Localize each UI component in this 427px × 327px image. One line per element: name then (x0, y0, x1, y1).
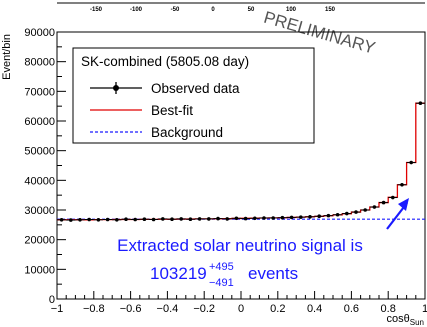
observed-point (296, 215, 306, 219)
top-tick-label: 150 (325, 7, 336, 13)
y-axis-ticks: 0 10000 20000 30000 40000 50000 60000 70000 8000… (24, 27, 66, 306)
observed-point (176, 217, 186, 221)
observed-point (406, 160, 416, 165)
observed-point (158, 217, 168, 221)
observed-point (204, 217, 214, 221)
y-tick-label: 60000 (24, 116, 55, 128)
y-tick-label: 10000 (24, 264, 55, 276)
y-tick-label: 50000 (24, 146, 55, 158)
observed-point (323, 213, 333, 218)
x-tick-label: −0.4 (157, 303, 179, 315)
observed-point (314, 214, 324, 219)
y-tick-label: 30000 (24, 205, 55, 217)
observed-point (139, 217, 149, 221)
top-tick-label: 100 (286, 7, 297, 13)
legend-best-fit-label: Best-fit (151, 103, 193, 118)
observed-point (84, 217, 94, 222)
observed-point (66, 218, 76, 222)
legend-background-label: Background (151, 125, 223, 140)
observed-point (277, 215, 287, 220)
observed-point (342, 211, 352, 216)
x-tick-label: −1 (51, 303, 64, 315)
observed-point (121, 217, 131, 221)
x-tick-label: −0.8 (83, 303, 105, 315)
x-tick-label: −0.2 (193, 303, 215, 315)
observed-point (112, 217, 122, 222)
x-tick-label: 0.6 (344, 303, 359, 315)
observed-point (305, 215, 315, 219)
legend-box (72, 47, 315, 144)
y-axis-label: Event/bin (1, 34, 13, 80)
y-tick-label: 80000 (24, 57, 55, 69)
x-tick-label: 0.8 (381, 303, 396, 315)
x-axis-label: cosθSun (387, 313, 424, 327)
top-tick-label: -150 (90, 7, 103, 13)
observed-point (185, 217, 195, 221)
observed-point (231, 216, 241, 221)
x-tick-label: 0 (238, 303, 244, 315)
observed-point (250, 216, 260, 221)
x-axis-ticks: −1 −0.8 −0.6 −0.4 −0.2 0 0.2 0.4 0.6 0.8 1 (51, 291, 427, 315)
y-tick-label: 90000 (24, 27, 55, 39)
annotation-line1: Extracted solar neutrino signal is (117, 236, 363, 255)
legend-observed-marker (113, 85, 119, 91)
observed-point (287, 215, 297, 220)
annotation-suffix: events (248, 264, 298, 283)
observed-point (351, 210, 361, 214)
observed-point (222, 217, 232, 221)
x-tick-label: 0.4 (307, 303, 322, 315)
y-tick-label: 0 (49, 294, 55, 306)
y-tick-label: 70000 (24, 86, 55, 98)
observed-point (167, 217, 177, 221)
observed-point (130, 217, 140, 222)
top-tick-label: -50 (171, 7, 180, 13)
top-axis-strip: -150 -100 -50 0 50 100 150 (57, 2, 425, 13)
observed-point (333, 212, 343, 217)
observed-point (259, 216, 269, 220)
observed-point (75, 217, 85, 222)
x-tick-label: −0.6 (120, 303, 142, 315)
top-axis-ticks: -150 -100 -50 0 50 100 150 (90, 7, 336, 13)
top-tick-label: 0 (211, 7, 215, 13)
top-tick-label: -100 (130, 7, 143, 13)
annotation-err-down: −491 (209, 277, 234, 289)
top-tick-label: 50 (248, 7, 255, 13)
x-tick-label: 1 (422, 303, 427, 315)
legend-title: SK-combined (5805.08 day) (81, 54, 249, 69)
x-tick-label: 0.2 (270, 303, 285, 315)
observed-point (241, 216, 251, 221)
observed-point (268, 216, 278, 220)
observed-point (415, 101, 425, 105)
observed-point (149, 217, 159, 222)
observed-point (360, 208, 370, 212)
observed-point (397, 182, 407, 187)
observed-point (93, 217, 103, 222)
observed-point (103, 217, 113, 222)
legend: SK-combined (5805.08 day) Observed data … (72, 47, 315, 144)
annotation-arrow-head (398, 198, 409, 211)
observed-point (388, 195, 398, 200)
observed-point (57, 217, 67, 222)
observed-point (195, 217, 205, 221)
legend-observed-label: Observed data (151, 81, 240, 96)
observed-point (213, 216, 223, 221)
signal-annotation: Extracted solar neutrino signal is 10321… (117, 198, 409, 289)
annotation-err-up: +495 (209, 261, 234, 273)
observed-data-points (57, 101, 425, 222)
y-tick-label: 40000 (24, 175, 55, 187)
observed-point (379, 200, 389, 205)
y-tick-label: 20000 (24, 235, 55, 247)
observed-point (369, 205, 379, 209)
annotation-value: 103219 (150, 264, 207, 283)
